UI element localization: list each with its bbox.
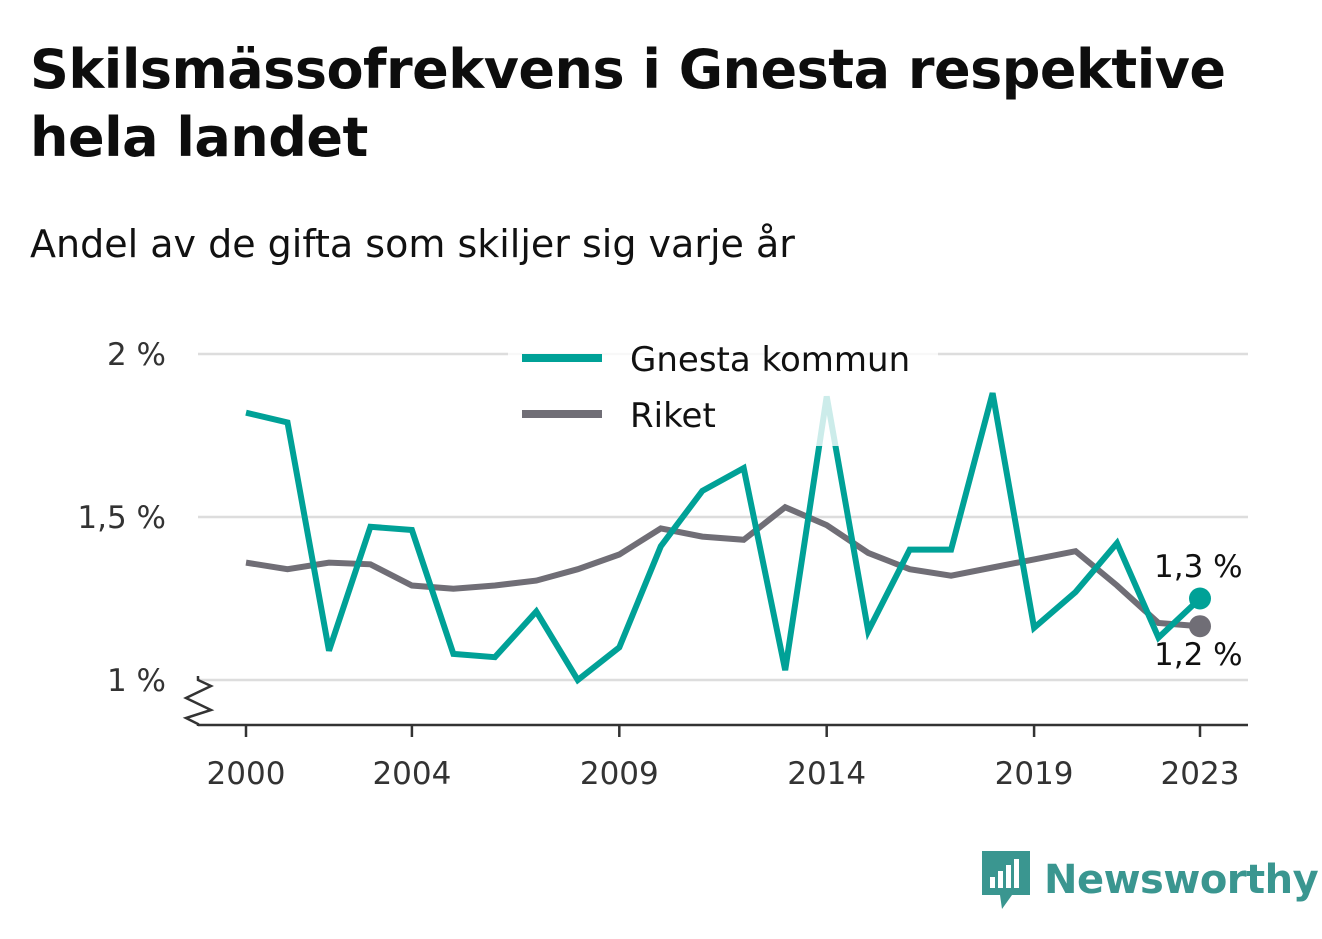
legend-label-gnesta: Gnesta kommun [630, 340, 910, 380]
series-line-gnesta [245, 392, 1203, 685]
x-tick-labels: 2000 2004 2009 2014 2019 2023 [207, 756, 1240, 792]
end-values: 1,3 % 1,2 % [1154, 549, 1243, 673]
x-tick-label: 2023 [1161, 756, 1240, 792]
x-tick-label: 2019 [995, 756, 1074, 792]
legend-label-riket: Riket [630, 396, 716, 436]
end-label-riket: 1,2 % [1154, 637, 1243, 673]
newsworthy-logo-icon [982, 851, 1030, 909]
legend: Gnesta kommun Riket [508, 336, 938, 446]
end-label-gnesta: 1,3 % [1154, 549, 1243, 585]
series-line-riket [245, 503, 1201, 630]
series-lines [245, 392, 1211, 685]
y-tick-label: 2 % [107, 337, 166, 373]
y-tick-labels: 1 % 1,5 % 2 % [77, 337, 166, 699]
brand-name: Newsworthy [1044, 857, 1319, 903]
chart-subtitle: Andel av de gifta som skiljer sig varje … [30, 222, 795, 266]
y-tick-label: 1,5 % [77, 500, 166, 536]
x-tick-label: 2014 [787, 756, 866, 792]
x-tick-label: 2009 [580, 756, 659, 792]
chart-title: Skilsmässofrekvens i Gnesta respektive h… [30, 38, 1226, 169]
end-point-riket [1189, 615, 1211, 638]
x-tick-label: 2000 [207, 756, 286, 792]
newsworthy-logo: Newsworthy [980, 848, 1319, 912]
y-tick-label: 1 % [107, 663, 166, 699]
x-tick-label: 2004 [372, 756, 451, 792]
line-chart: 1 % 1,5 % 2 % 2000 2004 2009 2014 2019 2023 Gne… [77, 336, 1248, 792]
end-point-gnesta [1189, 587, 1211, 610]
x-axis [182, 676, 1248, 737]
axis-break-icon [182, 676, 215, 726]
